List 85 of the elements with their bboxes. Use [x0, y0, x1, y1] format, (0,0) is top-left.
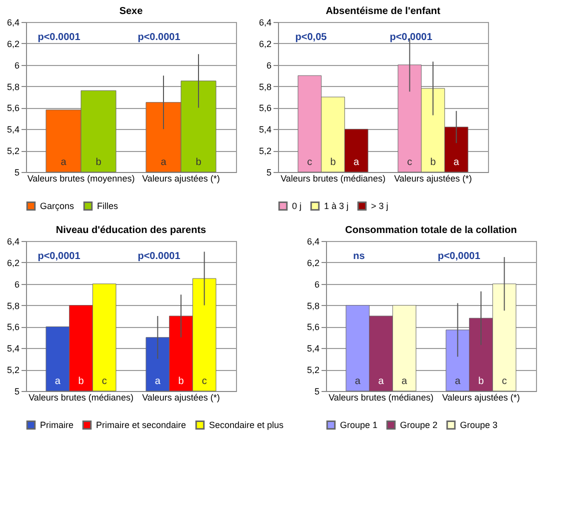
data-label: c — [502, 376, 507, 387]
data-label: a — [354, 376, 361, 387]
annotation: p<0,05 — [295, 32, 328, 43]
y-tick-label: 5,4 — [6, 124, 20, 135]
x-tick-label: Valeurs brutes (médianes) — [328, 392, 434, 402]
y-tick-label: 5,6 — [258, 103, 272, 114]
x-tick-label: Valeurs ajustées (*) — [142, 392, 220, 402]
x-tick-label: Valeurs ajustées (*) — [442, 392, 520, 402]
legend-label: Garçons — [40, 201, 75, 212]
y-tick-label: 5 — [266, 168, 272, 178]
legend-label: Primaire et secondaire — [96, 420, 186, 430]
y-tick-label: 5 — [314, 386, 320, 396]
annotation: p<0,0001 — [390, 32, 433, 43]
data-label: c — [307, 157, 312, 168]
data-label: b — [78, 376, 84, 387]
y-tick-label: 5,2 — [306, 365, 320, 376]
data-label: a — [402, 376, 408, 387]
data-label: b — [178, 376, 184, 387]
y-tick-label: 6 — [314, 279, 320, 290]
y-tick-label: 5,4 — [6, 344, 20, 354]
y-tick-label: 6,4 — [6, 18, 20, 28]
annotation: p<0,0001 — [38, 251, 81, 262]
data-label: b — [478, 376, 484, 387]
data-label: a — [60, 157, 67, 168]
x-tick-label: Valeurs ajustées (*) — [142, 174, 220, 184]
y-tick-label: 5,2 — [6, 146, 20, 156]
y-tick-label: 6,2 — [258, 38, 272, 49]
data-label: a — [154, 376, 161, 387]
legend-label: Filles — [97, 201, 118, 212]
y-tick-label: 5,8 — [6, 300, 20, 311]
data-label: a — [454, 376, 461, 387]
y-tick-label: 5,2 — [6, 365, 20, 376]
data-label: b — [330, 157, 336, 168]
y-tick-label: 5,8 — [258, 82, 272, 92]
x-tick-label: Valeurs brutes (médianes) — [28, 392, 134, 402]
chart-title: Niveau d'éducation des parents — [56, 225, 207, 236]
data-label: a — [454, 157, 460, 168]
legend-label: Groupe 3 — [460, 420, 498, 430]
legend-label: 1 à 3 j — [324, 201, 349, 212]
y-tick-label: 6 — [14, 279, 20, 290]
annotation: ns — [353, 251, 366, 262]
chart-title: Absentéisme de l'enfant — [326, 6, 441, 17]
data-label: a — [378, 376, 384, 387]
y-tick-label: 5,6 — [6, 322, 20, 332]
annotation: p<0,0001 — [438, 251, 481, 262]
data-label: c — [407, 157, 412, 168]
legend-label: Primaire — [40, 420, 74, 430]
y-tick-label: 5,2 — [258, 146, 272, 156]
x-tick-label: Valeurs brutes (médianes) — [280, 174, 386, 184]
y-tick-label: 6,4 — [306, 236, 320, 246]
y-tick-label: 5,8 — [306, 300, 320, 311]
data-label: b — [96, 157, 102, 168]
x-tick-label: Valeurs brutes (moyennes) — [27, 174, 135, 184]
data-label: c — [202, 376, 207, 387]
y-tick-label: 6,2 — [306, 258, 320, 268]
y-tick-label: 5,6 — [306, 322, 320, 332]
y-tick-label: 5 — [14, 168, 20, 178]
legend-label: 0 j — [292, 201, 302, 212]
y-tick-label: 5,4 — [258, 124, 272, 135]
y-tick-label: 6 — [14, 60, 20, 70]
legend-label: Groupe 2 — [400, 420, 438, 430]
annotation: p<0.0001 — [138, 32, 181, 43]
legend-label: Groupe 1 — [340, 420, 378, 430]
x-tick-label: Valeurs ajustées (*) — [394, 174, 472, 184]
chart-title: Sexe — [119, 6, 144, 17]
y-tick-label: 6,2 — [6, 38, 20, 49]
data-label: b — [196, 157, 202, 168]
y-tick-label: 5,8 — [6, 82, 20, 92]
annotation: p<0.0001 — [138, 251, 181, 262]
y-tick-label: 6,4 — [258, 18, 272, 28]
y-tick-label: 5,6 — [6, 103, 20, 114]
data-label: b — [430, 157, 436, 168]
data-label: a — [354, 157, 360, 168]
data-label: a — [160, 157, 167, 168]
legend-label: Secondaire et plus — [209, 420, 284, 430]
y-tick-label: 5,4 — [306, 344, 320, 354]
y-tick-label: 6,2 — [6, 258, 20, 268]
y-tick-label: 5 — [14, 386, 20, 396]
y-tick-label: 6 — [266, 60, 272, 70]
annotation: p<0.0001 — [38, 32, 81, 43]
chart-title: Consommation totale de la collation — [345, 225, 517, 236]
data-label: c — [102, 376, 107, 387]
data-label: a — [54, 376, 61, 387]
legend-label: > 3 j — [371, 201, 388, 212]
y-tick-label: 6,4 — [6, 236, 20, 246]
